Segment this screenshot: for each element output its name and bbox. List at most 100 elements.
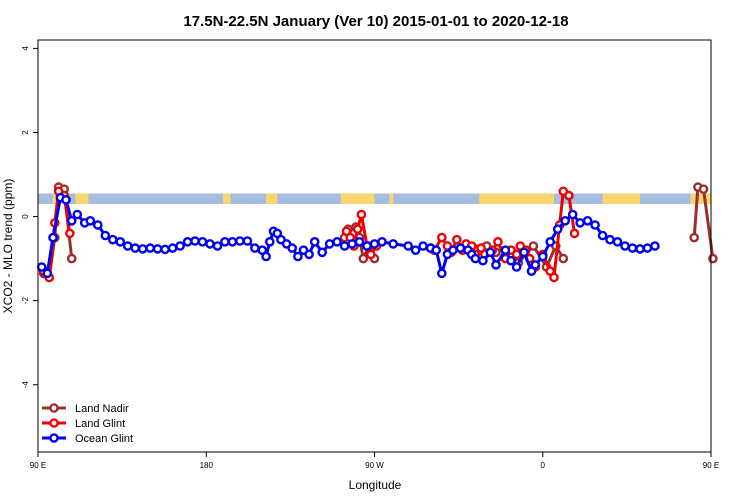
data-point [72, 209, 83, 220]
data-point [365, 249, 376, 260]
y-tick-label: 0 [21, 214, 30, 219]
data-point [642, 243, 653, 253]
data-point [242, 236, 253, 246]
data-point [418, 241, 428, 251]
data-point [137, 244, 148, 254]
data-point [369, 239, 380, 249]
data-point [220, 236, 230, 247]
data-point [451, 234, 462, 245]
data-point [436, 268, 447, 279]
data-point [152, 244, 163, 254]
data-point [650, 241, 660, 251]
data-point [410, 245, 421, 255]
data-point [48, 232, 58, 243]
data-point [42, 268, 53, 279]
data-point [708, 253, 718, 264]
y-axis-label: XCO2 - MLO trend (ppm) [1, 179, 15, 314]
data-point [448, 245, 458, 255]
data-point [698, 184, 709, 194]
data-point [528, 241, 539, 251]
x-axis: 90 E 180 90 W 0 90 E [30, 452, 719, 470]
data-point [100, 230, 111, 241]
legend-label: Land Glint [75, 418, 125, 430]
data-point [519, 247, 529, 258]
data-point [235, 236, 245, 246]
data-point [304, 249, 314, 260]
data-point [627, 243, 638, 253]
data-point [85, 215, 96, 226]
data-point [620, 241, 630, 251]
data-point [356, 209, 367, 220]
land-strip [389, 193, 394, 204]
data-point [500, 245, 511, 255]
data-point [264, 236, 275, 247]
data-point [347, 239, 357, 249]
data-point [36, 262, 47, 272]
data-point [491, 260, 501, 270]
data-point [190, 236, 200, 246]
data-point [160, 244, 170, 255]
data-point [597, 230, 608, 241]
series-ocean-glint [36, 192, 660, 279]
data-point [66, 253, 77, 264]
y-tick-label: -2 [21, 297, 30, 305]
legend-label: Land Nadir [75, 403, 129, 415]
data-point [470, 253, 481, 264]
legend: Land Nadir Land Glint Ocean Glint [42, 403, 133, 445]
legend-swatch-marker [49, 403, 59, 413]
data-point [569, 228, 580, 239]
data-point [293, 251, 303, 262]
data-point [65, 228, 75, 239]
y-tick-label: 2 [21, 130, 30, 135]
land-strip [479, 193, 554, 204]
land-strip [340, 193, 375, 204]
data-point [549, 272, 559, 283]
data-point [478, 255, 488, 266]
chart-title: 17.5N-22.5N January (Ver 10) 2015-01-01 … [183, 13, 568, 30]
land-strip [75, 193, 89, 204]
x-axis-label: Longitude [349, 478, 402, 492]
data-point [530, 260, 541, 270]
data-point [635, 244, 645, 254]
data-point [205, 239, 215, 249]
data-point [354, 236, 365, 247]
x-tick-label: 90 E [30, 461, 46, 470]
legend-swatch-marker [49, 433, 59, 443]
data-point [403, 241, 414, 251]
data-point [564, 190, 574, 201]
data-point [115, 236, 126, 247]
data-point [612, 236, 623, 247]
data-point [358, 253, 369, 264]
x-tick-label: 0 [541, 461, 546, 470]
data-point [558, 253, 569, 264]
legend-swatch-marker [49, 418, 59, 428]
data-point [545, 236, 556, 247]
legend-label: Ocean Glint [75, 433, 133, 445]
data-point [309, 236, 320, 247]
data-point [122, 241, 133, 251]
land-strip [223, 193, 231, 204]
data-point [317, 247, 328, 258]
data-point [145, 243, 155, 253]
data-point [605, 234, 615, 245]
legend-item: Ocean Glint [42, 433, 133, 445]
data-point [388, 239, 399, 249]
data-point [261, 251, 271, 262]
data-point [182, 236, 193, 247]
y-tick-label: 4 [21, 46, 30, 51]
land-ocean-strip [38, 193, 711, 204]
data-point [506, 255, 516, 266]
y-tick-label: -4 [21, 381, 30, 389]
data-point [560, 215, 571, 226]
data-point [130, 243, 140, 253]
data-point [436, 232, 447, 243]
data-point [575, 218, 585, 228]
data-point [511, 262, 522, 272]
data-point [197, 236, 208, 247]
data-point [167, 243, 178, 253]
data-point [339, 241, 350, 251]
data-point [93, 220, 103, 230]
land-strip [602, 193, 640, 204]
series-layer [36, 182, 718, 283]
